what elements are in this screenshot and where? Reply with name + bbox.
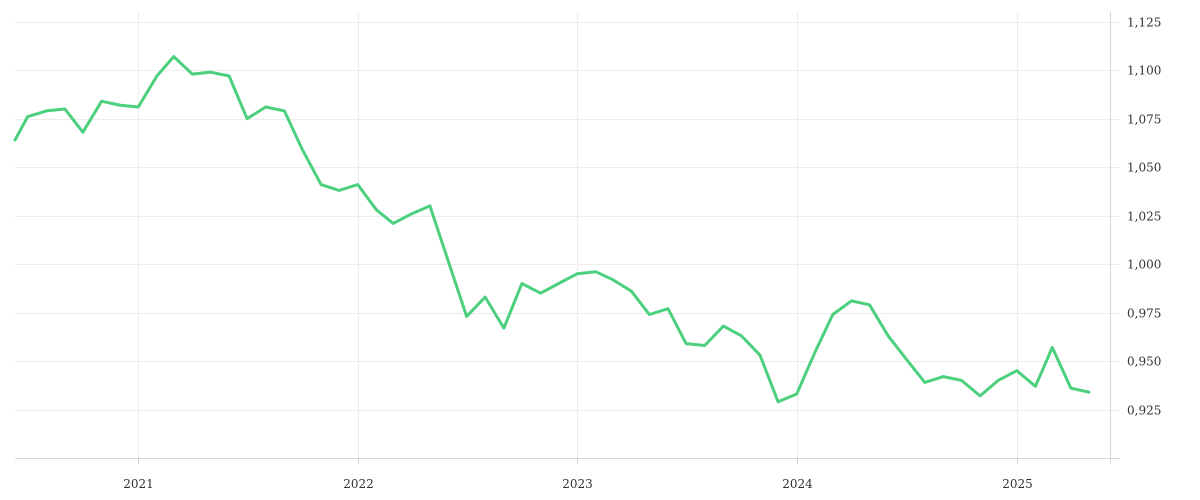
- x-axis-labels: 2021 2022 2023 2024 2025: [123, 477, 1033, 491]
- y-tick-label: 1,050: [1127, 161, 1161, 175]
- y-tick-label: 1,100: [1127, 64, 1161, 78]
- x-tick-label: 2023: [562, 477, 593, 491]
- y-tick-label: 0,950: [1127, 355, 1161, 369]
- grid: [15, 12, 1120, 458]
- x-tick-label: 2024: [782, 477, 813, 491]
- y-tick-label: 1,125: [1127, 16, 1161, 30]
- y-tick-label: 1,025: [1127, 210, 1161, 224]
- axes: [15, 12, 1120, 464]
- series-area: [13, 55, 1091, 404]
- x-tick-label: 2021: [123, 477, 154, 491]
- y-tick-label: 1,075: [1127, 113, 1161, 127]
- y-tick-label: 1,000: [1127, 258, 1161, 272]
- series-line: [13, 55, 1091, 404]
- x-tick-label: 2025: [1002, 477, 1033, 491]
- y-axis-labels: 0,925 0,950 0,975 1,000 1,025 1,050 1,075 1,100…: [1127, 16, 1161, 418]
- y-tick-label: 0,925: [1127, 404, 1161, 418]
- y-tick-label: 0,975: [1127, 307, 1161, 321]
- x-tick-label: 2022: [343, 477, 374, 491]
